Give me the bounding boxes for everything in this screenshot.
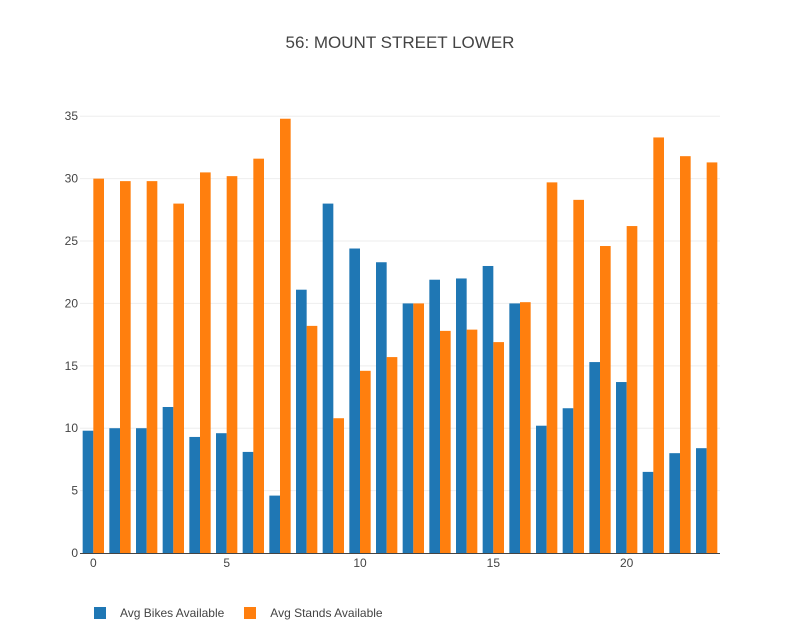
bar-bikes[interactable] bbox=[189, 436, 200, 553]
bar-stands[interactable] bbox=[680, 156, 691, 554]
bar-bikes[interactable] bbox=[562, 408, 574, 553]
legend: Avg Bikes Available Avg Stands Available bbox=[94, 606, 403, 620]
bar-stands[interactable] bbox=[653, 137, 664, 553]
x-axis-ticks: 0 5 10 15 20 bbox=[90, 556, 634, 570]
bar-bikes[interactable] bbox=[509, 303, 520, 553]
y-tick-label: 25 bbox=[65, 234, 79, 248]
bar-stands[interactable] bbox=[306, 325, 318, 553]
bar-stands[interactable] bbox=[626, 226, 638, 553]
y-tick-label: 15 bbox=[65, 359, 79, 373]
legend-item-stands[interactable]: Avg Stands Available bbox=[244, 606, 383, 620]
bar-stands[interactable] bbox=[200, 172, 211, 554]
bar-bikes[interactable] bbox=[296, 289, 307, 553]
bar-bikes[interactable] bbox=[642, 471, 654, 553]
bar-bikes[interactable] bbox=[482, 265, 494, 553]
bar-stands[interactable] bbox=[573, 199, 584, 553]
bar-bikes[interactable] bbox=[376, 262, 387, 553]
bar-stands[interactable] bbox=[173, 203, 184, 553]
bar-stands[interactable] bbox=[600, 246, 611, 553]
legend-label-stands: Avg Stands Available bbox=[270, 606, 383, 620]
bar-stands[interactable] bbox=[386, 357, 398, 553]
legend-label-bikes: Avg Bikes Available bbox=[120, 606, 225, 620]
legend-swatch-bikes bbox=[94, 607, 106, 619]
x-tick-label: 0 bbox=[90, 556, 97, 570]
bar-stands[interactable] bbox=[546, 182, 558, 553]
bar-bikes[interactable] bbox=[242, 451, 254, 553]
bar-bikes[interactable] bbox=[162, 406, 174, 553]
bar-bikes[interactable] bbox=[269, 495, 280, 553]
y-tick-label: 20 bbox=[65, 296, 79, 310]
bar-bikes[interactable] bbox=[456, 278, 467, 553]
bar-stands[interactable] bbox=[706, 162, 718, 554]
bar-stands[interactable] bbox=[280, 118, 291, 553]
x-tick-label: 10 bbox=[353, 556, 367, 570]
gridlines bbox=[80, 115, 720, 492]
y-tick-label: 35 bbox=[65, 109, 79, 123]
legend-item-bikes[interactable]: Avg Bikes Available bbox=[94, 606, 224, 620]
bar-stands[interactable] bbox=[253, 158, 264, 553]
bar-stands[interactable] bbox=[493, 342, 504, 553]
bar-stands[interactable] bbox=[466, 329, 478, 553]
bar-stands[interactable] bbox=[93, 178, 104, 554]
bar-stands[interactable] bbox=[226, 176, 238, 553]
y-tick-label: 30 bbox=[65, 172, 79, 186]
bar-bikes[interactable] bbox=[322, 203, 334, 553]
bars bbox=[82, 118, 718, 554]
bar-bikes[interactable] bbox=[536, 425, 547, 553]
x-tick-label: 15 bbox=[487, 556, 501, 570]
legend-swatch-stands bbox=[244, 607, 257, 619]
bar-bikes[interactable] bbox=[82, 430, 94, 553]
y-tick-label: 5 bbox=[71, 484, 78, 498]
x-tick-label: 20 bbox=[620, 556, 634, 570]
bar-bikes[interactable] bbox=[616, 382, 627, 553]
bar-bikes[interactable] bbox=[216, 433, 227, 553]
bar-stands[interactable] bbox=[333, 418, 344, 553]
bar-bikes[interactable] bbox=[136, 428, 147, 553]
bar-stands[interactable] bbox=[413, 303, 424, 553]
bar-bikes[interactable] bbox=[349, 248, 360, 553]
bar-bikes[interactable] bbox=[109, 428, 120, 553]
chart-title: 56: MOUNT STREET LOWER bbox=[285, 33, 515, 52]
y-tick-label: 0 bbox=[71, 546, 78, 560]
bar-stands[interactable] bbox=[520, 302, 531, 553]
bar-bikes[interactable] bbox=[429, 279, 440, 553]
bar-bikes[interactable] bbox=[589, 362, 600, 553]
bar-stands[interactable] bbox=[120, 181, 131, 553]
bar-bikes[interactable] bbox=[696, 448, 707, 553]
bar-stands[interactable] bbox=[360, 370, 371, 553]
bar-stands[interactable] bbox=[146, 181, 158, 553]
y-tick-label: 10 bbox=[65, 421, 79, 435]
y-axis-ticks: 0 5 10 15 20 25 30 35 bbox=[65, 109, 79, 560]
bar-bikes[interactable] bbox=[669, 453, 680, 553]
x-tick-label: 5 bbox=[223, 556, 230, 570]
bar-bikes[interactable] bbox=[402, 303, 414, 553]
bar-stands[interactable] bbox=[440, 330, 451, 553]
